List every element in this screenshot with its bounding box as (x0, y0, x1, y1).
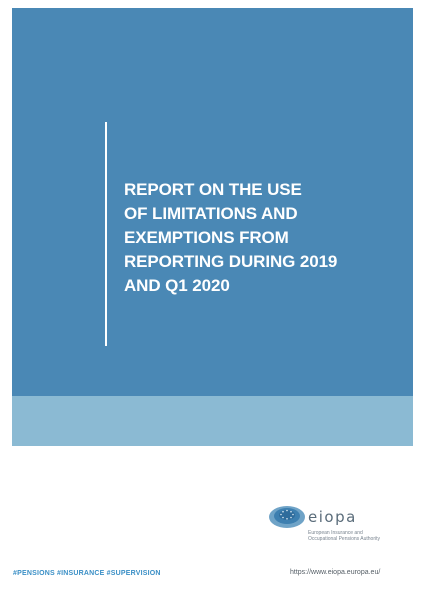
eiopa-subtitle-line: European Insurance and (308, 530, 363, 536)
title-line: OF LIMITATIONS AND (124, 204, 298, 223)
report-title: REPORT ON THE USE OF LIMITATIONS AND EXE… (124, 178, 399, 298)
cover-blue-panel (12, 8, 413, 396)
eiopa-logo-icon (269, 506, 305, 528)
title-line: AND Q1 2020 (124, 276, 230, 295)
title-vertical-rule (105, 122, 107, 346)
footer-url: https://www.eiopa.europa.eu/ (290, 569, 381, 576)
eiopa-subtitle-line: Occupational Pensions Authority (308, 536, 380, 542)
eiopa-logo: eiopa European Insurance and Occupationa… (268, 500, 398, 546)
footer-hashtags: #PENSIONS #INSURANCE #SUPERVISION (13, 570, 161, 577)
eiopa-subtitle: European Insurance and Occupational Pens… (308, 530, 408, 542)
eiopa-wordmark: eiopa (308, 508, 357, 526)
title-line: EXEMPTIONS FROM (124, 228, 289, 247)
title-line: REPORT ON THE USE (124, 180, 302, 199)
title-line: REPORTING DURING 2019 (124, 252, 338, 271)
cover-light-strip (12, 396, 413, 446)
